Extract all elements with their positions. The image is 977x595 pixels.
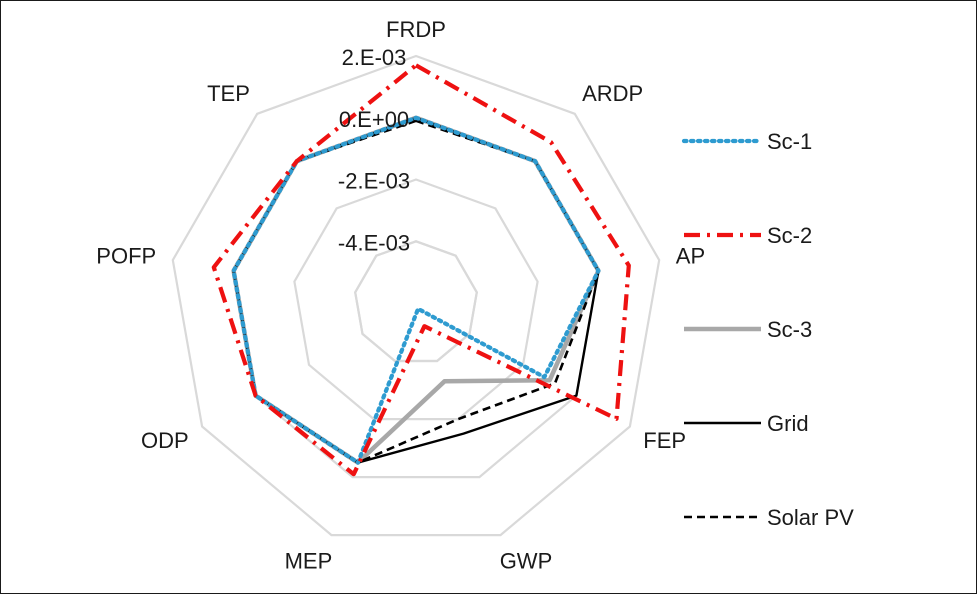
category-label-fep: FEP <box>643 428 686 453</box>
category-label-pofp: POFP <box>96 243 156 268</box>
category-label-tep: TEP <box>207 81 250 106</box>
radar-series <box>211 63 631 477</box>
radial-tick-labels: -4.E-03 -2.E-03 0.E+00 2.E-03 <box>338 45 410 255</box>
series-line-sc-1 <box>231 115 601 465</box>
legend-label-sc-3: Sc-3 <box>767 317 812 342</box>
legend-label-solar-pv: Solar PV <box>767 505 854 530</box>
legend-label-grid: Grid <box>767 411 809 436</box>
legend-label-sc-1: Sc-1 <box>767 129 812 154</box>
series-line-sc-2 <box>211 63 631 477</box>
category-label-odp: ODP <box>141 428 189 453</box>
category-label-gwp: GWP <box>500 549 553 574</box>
radial-tick-label: -2.E-03 <box>338 169 410 194</box>
category-labels: FRDP ARDP AP FEP GWP MEP ODP POFP TEP <box>96 17 705 574</box>
radial-tick-label: 2.E-03 <box>342 45 407 70</box>
grid-ring <box>171 54 661 537</box>
grid-ring <box>293 178 539 421</box>
category-label-ap: AP <box>676 243 705 268</box>
legend: Sc-1 Sc-2 Sc-3 Grid Solar PV <box>681 129 854 530</box>
grid-ring <box>354 240 478 363</box>
radial-tick-label: -4.E-03 <box>338 230 410 255</box>
category-label-frdp: FRDP <box>386 17 446 42</box>
series-line-sc-3 <box>231 115 601 465</box>
category-label-mep: MEP <box>285 549 333 574</box>
category-label-ardp: ARDP <box>582 81 643 106</box>
radial-tick-label: 0.E+00 <box>339 107 409 132</box>
legend-label-sc-2: Sc-2 <box>767 223 812 248</box>
